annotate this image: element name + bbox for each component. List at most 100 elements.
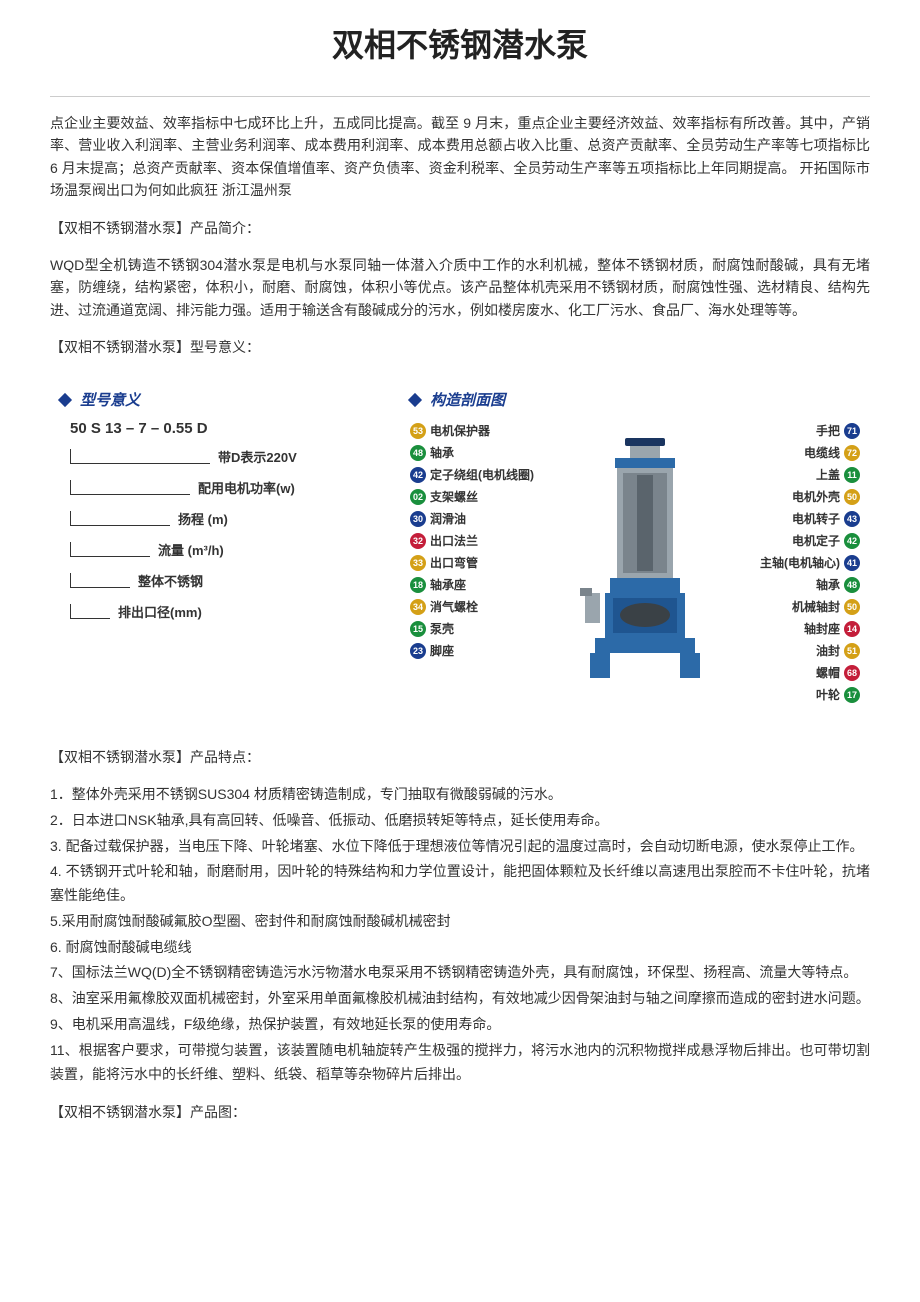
part-number-badge: 15 bbox=[410, 621, 426, 637]
diamond-icon bbox=[408, 392, 422, 406]
part-row: 螺帽68 bbox=[720, 662, 860, 684]
part-label: 润滑油 bbox=[430, 510, 466, 527]
part-label: 电机定子 bbox=[792, 532, 840, 549]
part-number-badge: 51 bbox=[844, 643, 860, 659]
part-row: 15泵壳 bbox=[410, 618, 570, 640]
model-line: 扬程 (m) bbox=[70, 509, 340, 528]
part-row: 02支架螺丝 bbox=[410, 486, 570, 508]
part-row: 轴承48 bbox=[720, 574, 860, 596]
model-lines: 带D表示220V 配用电机功率(w) 扬程 (m) 流量 (m³/h) 整体不锈… bbox=[60, 447, 340, 621]
part-number-badge: 33 bbox=[410, 555, 426, 571]
model-line: 整体不锈钢 bbox=[70, 571, 340, 590]
part-label: 支架螺丝 bbox=[430, 488, 478, 505]
feature-item: 3. 配备过载保护器，当电压下降、叶轮堵塞、水位下降低于理想液位等情况引起的温度… bbox=[50, 835, 870, 859]
product-intro-paragraph: WQD型全机铸造不锈钢304潜水泵是电机与水泵同轴一体潜入介质中工作的水利机械，… bbox=[50, 254, 870, 321]
part-label: 油封 bbox=[816, 642, 840, 659]
part-row: 机械轴封50 bbox=[720, 596, 860, 618]
part-label: 主轴(电机轴心) bbox=[760, 554, 840, 571]
model-line: 配用电机功率(w) bbox=[70, 478, 340, 497]
part-row: 手把71 bbox=[720, 420, 860, 442]
model-meaning-diagram: 型号意义 50 S 13 – 7 – 0.55 D 带D表示220V 配用电机功… bbox=[50, 379, 350, 643]
part-row: 电机转子43 bbox=[720, 508, 860, 530]
part-number-badge: 72 bbox=[844, 445, 860, 461]
model-line: 带D表示220V bbox=[70, 447, 340, 466]
structure-diagram-title: 构造剖面图 bbox=[410, 389, 860, 410]
feature-item: 6. 耐腐蚀耐酸碱电缆线 bbox=[50, 936, 870, 960]
part-row: 34消气螺栓 bbox=[410, 596, 570, 618]
model-line-label: 流量 (m³/h) bbox=[158, 540, 224, 559]
part-row: 叶轮17 bbox=[720, 684, 860, 706]
section-product-intro: 【双相不锈钢潜水泵】产品简介： bbox=[50, 217, 870, 239]
part-number-badge: 71 bbox=[844, 423, 860, 439]
part-label: 电机保护器 bbox=[430, 422, 490, 439]
tree-connector bbox=[70, 573, 130, 588]
feature-item: 7、国标法兰WQ(D)全不锈钢精密铸造污水污物潜水电泵采用不锈钢精密铸造外壳，具… bbox=[50, 961, 870, 985]
part-label: 定子绕组(电机线圈) bbox=[430, 466, 534, 483]
part-label: 叶轮 bbox=[816, 686, 840, 703]
part-label: 出口弯管 bbox=[430, 554, 478, 571]
part-label: 螺帽 bbox=[816, 664, 840, 681]
part-number-badge: 48 bbox=[844, 577, 860, 593]
part-number-badge: 23 bbox=[410, 643, 426, 659]
model-line-label: 带D表示220V bbox=[218, 447, 297, 466]
part-row: 18轴承座 bbox=[410, 574, 570, 596]
part-number-badge: 50 bbox=[844, 599, 860, 615]
part-number-badge: 02 bbox=[410, 489, 426, 505]
pump-svg bbox=[575, 433, 715, 693]
part-label: 轴封座 bbox=[804, 620, 840, 637]
part-label: 上盖 bbox=[816, 466, 840, 483]
part-row: 电缆线72 bbox=[720, 442, 860, 464]
part-row: 33出口弯管 bbox=[410, 552, 570, 574]
tree-connector bbox=[70, 511, 170, 526]
part-number-badge: 18 bbox=[410, 577, 426, 593]
structure-right-labels: 手把71电缆线72上盖11电机外壳50电机转子43电机定子42主轴(电机轴心)4… bbox=[720, 420, 860, 706]
structure-diagram: 构造剖面图 53电机保护器48轴承42定子绕组(电机线圈)02支架螺丝30润滑油… bbox=[400, 379, 870, 716]
model-title-text: 型号意义 bbox=[80, 392, 140, 409]
diagrams-container: 型号意义 50 S 13 – 7 – 0.55 D 带D表示220V 配用电机功… bbox=[50, 379, 870, 716]
part-number-badge: 11 bbox=[844, 467, 860, 483]
model-line-label: 排出口径(mm) bbox=[118, 602, 202, 621]
part-number-badge: 43 bbox=[844, 511, 860, 527]
feature-item: 2．日本进口NSK轴承,具有高回转、低噪音、低振动、低磨损转矩等特点，延长使用寿… bbox=[50, 809, 870, 833]
features-list: 1．整体外壳采用不锈钢SUS304 材质精密铸造制成，专门抽取有微酸弱碱的污水。… bbox=[50, 783, 870, 1087]
pump-illustration bbox=[570, 420, 720, 706]
part-label: 脚座 bbox=[430, 642, 454, 659]
part-row: 23脚座 bbox=[410, 640, 570, 662]
model-line-label: 配用电机功率(w) bbox=[198, 478, 295, 497]
part-label: 轴承座 bbox=[430, 576, 466, 593]
part-number-badge: 42 bbox=[844, 533, 860, 549]
feature-item: 1．整体外壳采用不锈钢SUS304 材质精密铸造制成，专门抽取有微酸弱碱的污水。 bbox=[50, 783, 870, 807]
tree-connector bbox=[70, 542, 150, 557]
structure-title-text: 构造剖面图 bbox=[430, 392, 505, 409]
part-row: 30润滑油 bbox=[410, 508, 570, 530]
part-label: 手把 bbox=[816, 422, 840, 439]
part-number-badge: 32 bbox=[410, 533, 426, 549]
part-number-badge: 14 bbox=[844, 621, 860, 637]
feature-item: 4. 不锈钢开式叶轮和轴，耐磨耐用，因叶轮的特殊结构和力学位置设计，能把固体颗粒… bbox=[50, 860, 870, 908]
section-model: 【双相不锈钢潜水泵】型号意义： bbox=[50, 336, 870, 358]
part-row: 上盖11 bbox=[720, 464, 860, 486]
part-row: 42定子绕组(电机线圈) bbox=[410, 464, 570, 486]
part-label: 出口法兰 bbox=[430, 532, 478, 549]
part-label: 电机转子 bbox=[792, 510, 840, 527]
part-label: 泵壳 bbox=[430, 620, 454, 637]
tree-connector bbox=[70, 480, 190, 495]
model-line: 排出口径(mm) bbox=[70, 602, 340, 621]
feature-item: 8、油室采用氟橡胶双面机械密封，外室采用单面氟橡胶机械油封结构，有效地减少因骨架… bbox=[50, 987, 870, 1011]
part-label: 消气螺栓 bbox=[430, 598, 478, 615]
part-row: 48轴承 bbox=[410, 442, 570, 464]
part-number-badge: 42 bbox=[410, 467, 426, 483]
part-row: 电机定子42 bbox=[720, 530, 860, 552]
intro-paragraph: 点企业主要效益、效率指标中七成环比上升，五成同比提高。截至 9 月末，重点企业主… bbox=[50, 112, 870, 202]
part-number-badge: 53 bbox=[410, 423, 426, 439]
feature-item: 9、电机采用高温线，F级绝缘，热保护装置，有效地延长泵的使用寿命。 bbox=[50, 1013, 870, 1037]
part-row: 主轴(电机轴心)41 bbox=[720, 552, 860, 574]
section-features: 【双相不锈钢潜水泵】产品特点： bbox=[50, 746, 870, 768]
model-diagram-title: 型号意义 bbox=[60, 389, 340, 410]
feature-item: 11、根据客户要求，可带搅匀装置，该装置随电机轴旋转产生极强的搅拌力，将污水池内… bbox=[50, 1039, 870, 1087]
part-label: 机械轴封 bbox=[792, 598, 840, 615]
diamond-icon bbox=[58, 392, 72, 406]
part-row: 油封51 bbox=[720, 640, 860, 662]
part-number-badge: 17 bbox=[844, 687, 860, 703]
structure-parts-container: 53电机保护器48轴承42定子绕组(电机线圈)02支架螺丝30润滑油32出口法兰… bbox=[410, 420, 860, 706]
